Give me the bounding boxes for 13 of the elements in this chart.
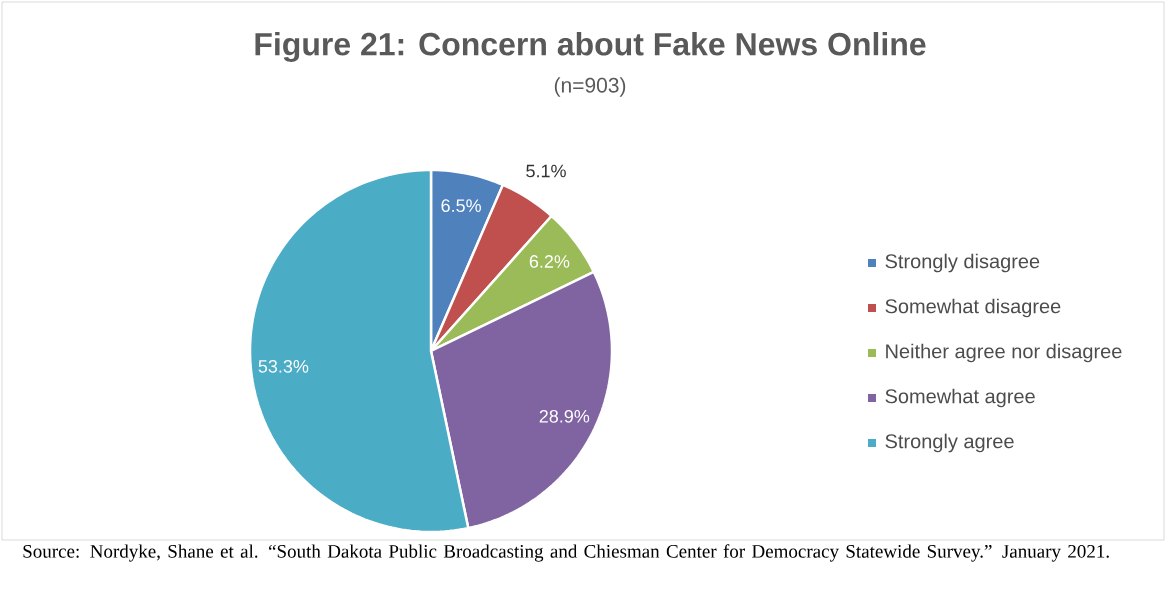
chart-subtitle: (n=903) (554, 77, 626, 97)
legend-label: Strongly agree (885, 433, 1014, 453)
data-label: 28.9% (539, 409, 590, 423)
data-label: 6.5% (441, 199, 481, 213)
legend-label: Somewhat disagree (885, 298, 1061, 318)
data-label: 53.3% (258, 359, 309, 373)
chart-title: Figure 21: Concern about Fake News Online (255, 32, 926, 62)
data-label: 6.2% (529, 255, 570, 268)
data-label: 5.1% (526, 164, 566, 178)
legend-label: Somewhat agree (885, 388, 1035, 408)
legend-label: Strongly disagree (885, 253, 1040, 273)
source-note: Source: Nordyke, Shane et al. “South Dakota Public Broadcasting and Chiesman Center for Democracy Statewide Survey.” January 2021. (23, 544, 1109, 562)
legend-label: Neither agree nor disagree (886, 343, 1122, 363)
